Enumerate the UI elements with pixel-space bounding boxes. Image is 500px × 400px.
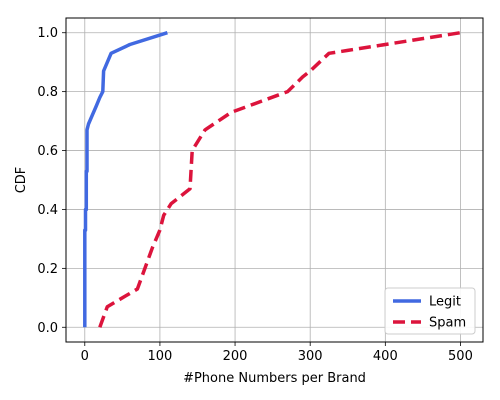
series-line-legit bbox=[83, 31, 168, 328]
x-tick-label: 400 bbox=[373, 349, 398, 364]
y-tick-label: 0.4 bbox=[37, 203, 58, 218]
legend-label-spam: Spam bbox=[429, 316, 466, 331]
x-tick-label: 0 bbox=[81, 349, 89, 364]
y-tick-label: 0.0 bbox=[37, 321, 58, 336]
y-tick-label: 0.6 bbox=[37, 144, 58, 159]
series-lines bbox=[83, 30, 461, 328]
series-line-spam bbox=[98, 30, 461, 328]
y-tick-label: 0.8 bbox=[37, 85, 58, 100]
plot-frame bbox=[65, 17, 484, 343]
y-tick-label: 1.0 bbox=[37, 26, 58, 41]
y-tick-label: 0.2 bbox=[37, 262, 58, 277]
legend: Legit Spam bbox=[384, 287, 476, 335]
x-tick-label: 100 bbox=[148, 349, 173, 364]
grid bbox=[66, 18, 483, 342]
y-axis-label: CDF bbox=[14, 167, 29, 194]
x-tick-label: 500 bbox=[448, 349, 473, 364]
x-tick-label: 200 bbox=[223, 349, 248, 364]
x-axis-label: #Phone Numbers per Brand bbox=[183, 371, 366, 386]
legend-label-legit: Legit bbox=[429, 295, 461, 310]
x-tick-label: 300 bbox=[298, 349, 323, 364]
axis-ticks: 0 100 200 300 400 500 0.0 0.2 0.4 0.6 0.8 1.0 bbox=[37, 26, 473, 364]
